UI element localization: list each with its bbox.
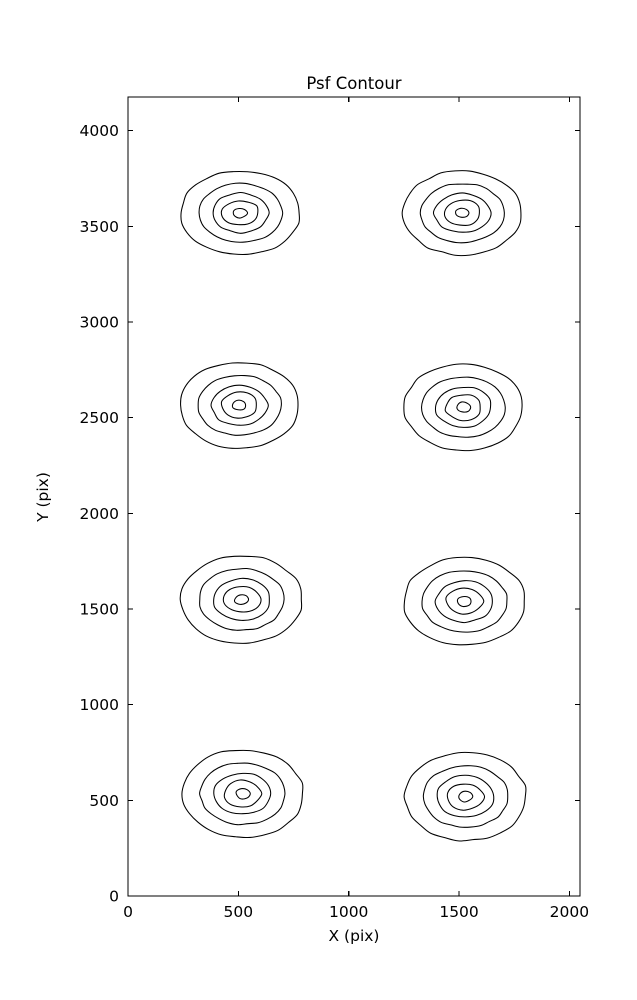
contour-level-line <box>445 587 485 615</box>
contour-level-line <box>234 594 250 605</box>
psf-contour-blob <box>180 362 299 449</box>
tick-labels-group: 0 500 1000 1500 2000 0 500 1000 1500 2000 2500 3000… <box>80 122 590 921</box>
psf-contour-blob <box>403 363 523 452</box>
psf-contour-blob <box>180 170 300 256</box>
y-tick-label: 1500 <box>80 601 119 619</box>
axes-frame <box>127 96 581 897</box>
page-title: Psf Contour <box>306 74 401 93</box>
contour-level-line <box>455 207 470 218</box>
contour-level-line <box>436 774 495 818</box>
contour-level-line <box>419 183 505 244</box>
contour-level-line <box>180 362 299 449</box>
contour-level-line <box>432 192 492 233</box>
y-tick-label: 3500 <box>80 218 119 236</box>
psf-contour-blob <box>403 751 527 842</box>
contour-level-line <box>401 170 522 257</box>
contour-level-line <box>434 580 493 624</box>
contour-level-line <box>403 556 525 646</box>
contour-level-line <box>220 391 257 419</box>
x-tick-label: 2000 <box>550 903 589 921</box>
x-tick-label: 1000 <box>329 903 368 921</box>
psf-contour-blob <box>179 555 303 644</box>
contour-level-line <box>443 199 480 226</box>
x-tick-label: 1500 <box>439 903 478 921</box>
y-tick-label: 2500 <box>80 409 119 427</box>
contour-level-line <box>220 200 259 226</box>
contour-level-line <box>223 779 263 808</box>
y-tick-label: 1000 <box>80 696 119 714</box>
contour-level-line <box>235 788 251 800</box>
psf-contour-blob <box>403 556 525 646</box>
y-tick-label: 500 <box>89 792 119 810</box>
contour-level-line <box>181 749 304 839</box>
y-axis-label: Y (pix) <box>34 472 52 523</box>
contour-level-line <box>421 570 508 633</box>
contour-level-line <box>199 762 286 826</box>
psf-contour-blob <box>401 170 522 257</box>
contour-level-line <box>199 567 285 631</box>
x-tick-label: 0 <box>123 903 133 921</box>
contour-level-line <box>231 399 247 411</box>
y-tick-label: 3000 <box>80 314 119 332</box>
contour-level-line <box>403 363 523 452</box>
contour-level-line <box>180 170 300 256</box>
x-tick-label: 500 <box>224 903 254 921</box>
contour-level-line <box>403 751 527 842</box>
contour-level-line <box>444 394 481 422</box>
contour-level-line <box>458 790 474 803</box>
y-tick-label: 2000 <box>80 505 119 523</box>
contour-level-line <box>421 376 506 438</box>
contour-level-line <box>456 401 472 413</box>
contour-level-line <box>179 555 303 644</box>
contour-level-line <box>212 191 270 234</box>
contour-level-line <box>213 577 270 621</box>
contour-level-line <box>434 386 492 428</box>
contour-level-line <box>232 207 249 219</box>
contour-level-line <box>197 374 282 436</box>
contour-level-line <box>446 783 486 811</box>
contour-level-line <box>210 384 269 426</box>
contour-level-line <box>456 596 472 608</box>
x-axis-label: X (pix) <box>329 927 380 945</box>
contour-level-line <box>222 586 262 613</box>
contour-level-line <box>198 182 284 243</box>
contour-series-psf <box>179 170 527 842</box>
contour-level-line <box>422 765 509 828</box>
y-tick-label: 0 <box>109 888 119 906</box>
contour-level-line <box>213 772 272 815</box>
psf-contour-blob <box>181 749 304 839</box>
y-tick-label: 4000 <box>80 122 119 140</box>
